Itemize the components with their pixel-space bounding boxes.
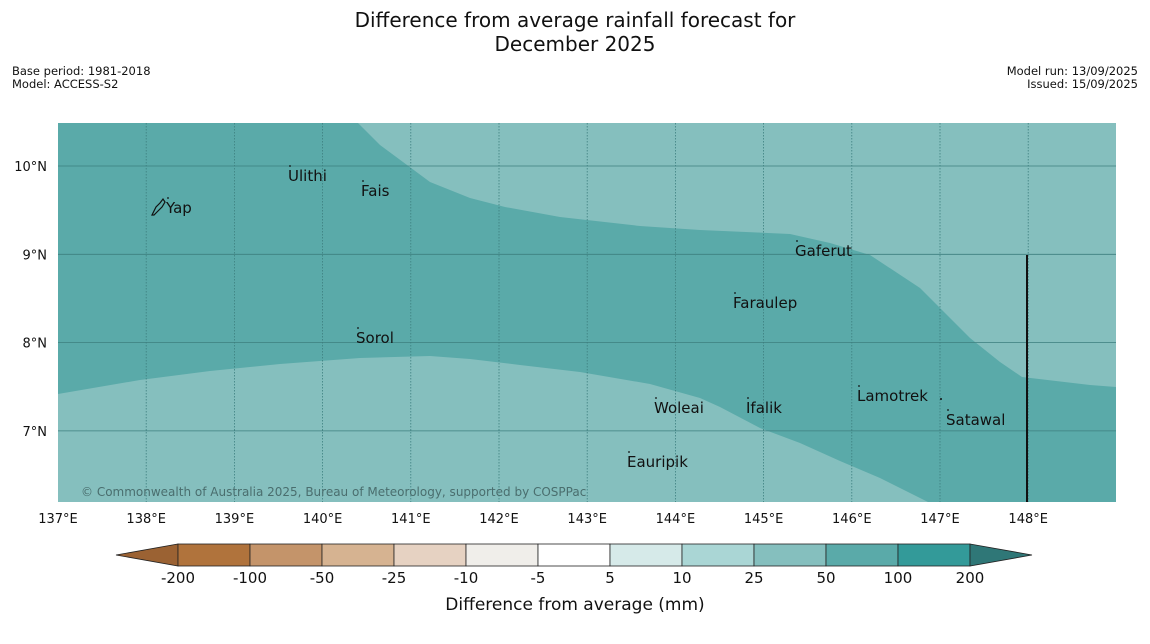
longitude-tick-label: 146°E bbox=[832, 512, 872, 527]
longitude-tick-label: 140°E bbox=[303, 512, 343, 527]
colorbar-tick-label: -5 bbox=[531, 569, 546, 587]
place-marker bbox=[747, 397, 749, 399]
model-run-text: Model run: 13/09/2025 bbox=[1006, 64, 1138, 78]
place-label-ulithi: Ulithi bbox=[288, 167, 327, 185]
colorbar-tick-label: 100 bbox=[884, 569, 913, 587]
map-title-line1: Difference from average rainfall forecas… bbox=[354, 8, 796, 32]
longitude-tick-label: 139°E bbox=[215, 512, 255, 527]
place-marker bbox=[655, 397, 657, 399]
metadata-left: Base period: 1981-2018 Model: ACCESS-S2 bbox=[12, 65, 151, 91]
latitude-tick-label: 9°N bbox=[23, 248, 48, 263]
colorbar-tick-label: 50 bbox=[816, 569, 835, 587]
colorbar-tick-label: 200 bbox=[956, 569, 985, 587]
colorbar-tick-label: -25 bbox=[382, 569, 407, 587]
place-marker bbox=[362, 180, 364, 182]
longitude-tick-label: 137°E bbox=[38, 512, 78, 527]
latitude-tick-label: 8°N bbox=[23, 337, 48, 352]
place-marker bbox=[167, 197, 169, 199]
colorbar-tick-label: -100 bbox=[233, 569, 267, 587]
place-label-ifalik: Ifalik bbox=[746, 399, 782, 417]
place-marker bbox=[947, 409, 949, 411]
colorbar-segment bbox=[825, 543, 899, 567]
colorbar-tick-label: 25 bbox=[744, 569, 763, 587]
colorbar-extend-low bbox=[115, 543, 179, 567]
place-marker bbox=[357, 327, 359, 329]
yap-island-outline bbox=[151, 197, 166, 216]
copyright-text: © Commonwealth of Australia 2025, Bureau… bbox=[81, 485, 586, 499]
longitude-tick-label: 142°E bbox=[479, 512, 519, 527]
colorbar-tick-label: -50 bbox=[310, 569, 335, 587]
colorbar-segment bbox=[393, 543, 467, 567]
colorbar-tick-label: 5 bbox=[605, 569, 615, 587]
colorbar: -200 -100 -50 -25 -10 -5 5 10 25 50 100 200 bbox=[115, 543, 1033, 587]
place-label-woleai: Woleai bbox=[654, 399, 704, 417]
longitude-tick-label: 141°E bbox=[391, 512, 431, 527]
colorbar-extend-high bbox=[969, 543, 1033, 567]
colorbar-segment bbox=[681, 543, 755, 567]
colorbar-segment bbox=[897, 543, 971, 567]
colorbar-segment bbox=[753, 543, 827, 567]
map-title-line2: December 2025 bbox=[494, 32, 656, 56]
place-marker bbox=[734, 292, 736, 294]
longitude-axis: 137°E 138°E 139°E 140°E 141°E 142°E 143°E 144°E… bbox=[38, 512, 1048, 527]
colorbar-segment bbox=[321, 543, 395, 567]
colorbar-segment bbox=[537, 543, 611, 567]
island-dot bbox=[940, 398, 942, 400]
place-marker bbox=[289, 165, 291, 167]
place-label-lamotrek: Lamotrek bbox=[857, 387, 928, 405]
base-period-text: Base period: 1981-2018 bbox=[12, 64, 151, 78]
place-label-yap: Yap bbox=[165, 199, 192, 217]
map-title: Difference from average rainfall forecas… bbox=[0, 8, 1150, 56]
longitude-tick-label: 138°E bbox=[126, 512, 166, 527]
rainfall-band-25-50-bottom-patch bbox=[340, 486, 530, 502]
place-marker bbox=[858, 385, 860, 387]
longitude-tick-label: 144°E bbox=[656, 512, 696, 527]
place-marker bbox=[628, 451, 630, 453]
colorbar-title: Difference from average (mm) bbox=[445, 595, 704, 615]
latitude-tick-label: 10°N bbox=[14, 160, 47, 175]
graticule bbox=[58, 123, 1116, 502]
colorbar-tick-label: 10 bbox=[672, 569, 691, 587]
place-label-faraulep: Faraulep bbox=[733, 294, 797, 312]
place-label-fais: Fais bbox=[361, 182, 390, 200]
model-text: Model: ACCESS-S2 bbox=[12, 77, 119, 91]
colorbar-segment bbox=[177, 543, 251, 567]
colorbar-segment bbox=[465, 543, 539, 567]
latitude-tick-label: 7°N bbox=[23, 425, 48, 440]
colorbar-tick-label: -10 bbox=[454, 569, 479, 587]
longitude-tick-label: 143°E bbox=[567, 512, 607, 527]
place-label-gaferut: Gaferut bbox=[795, 242, 852, 260]
place-labels: Yap Ulithi Fais Gaferut Faraulep Sorol Woleai I… bbox=[165, 165, 1005, 471]
longitude-tick-label: 148°E bbox=[1008, 512, 1048, 527]
metadata-right: Model run: 13/09/2025 Issued: 15/09/2025 bbox=[1007, 65, 1138, 91]
place-marker bbox=[796, 240, 798, 242]
place-label-satawal: Satawal bbox=[946, 411, 1005, 429]
colorbar-segment bbox=[609, 543, 683, 567]
longitude-tick-label: 147°E bbox=[920, 512, 960, 527]
colorbar-tick-label: -200 bbox=[161, 569, 195, 587]
issued-text: Issued: 15/09/2025 bbox=[1027, 77, 1138, 91]
place-label-sorol: Sorol bbox=[356, 329, 394, 347]
colorbar-segment bbox=[249, 543, 323, 567]
longitude-tick-label: 145°E bbox=[744, 512, 784, 527]
place-label-eauripik: Eauripik bbox=[627, 453, 688, 471]
latitude-axis: 10°N 9°N 8°N 7°N bbox=[14, 160, 47, 440]
